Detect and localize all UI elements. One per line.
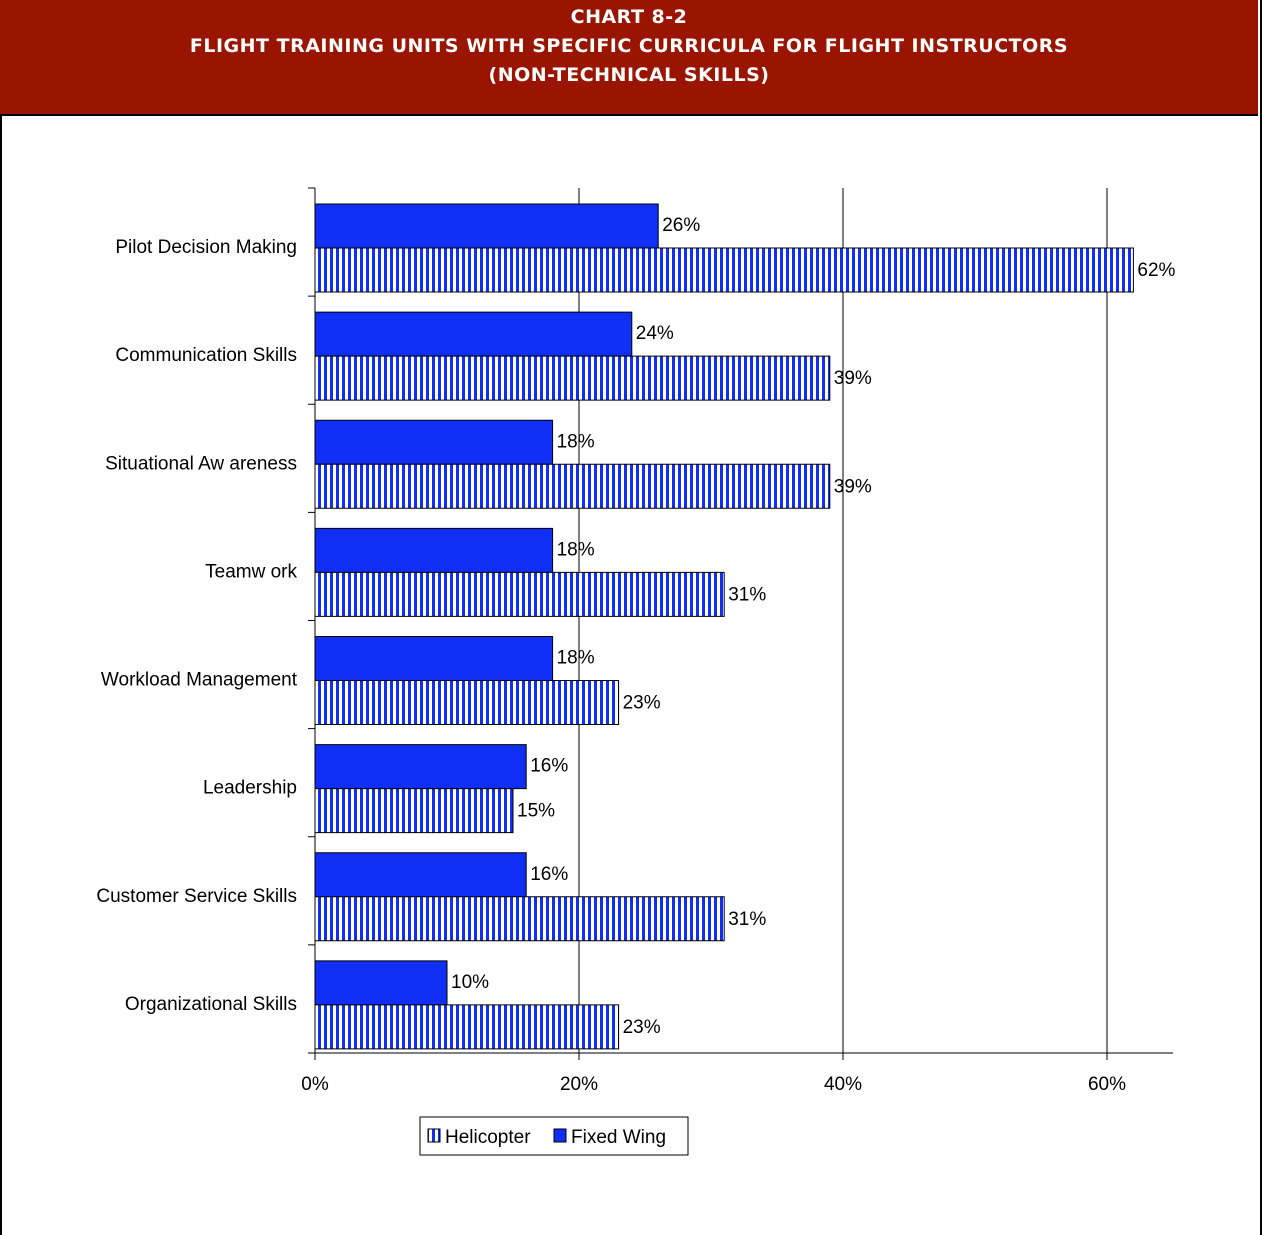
legend-label: Helicopter [445,1127,531,1148]
bar-fixed-wing [314,852,527,898]
category-label: Teamw ork [205,561,297,582]
data-label-fixed-wing: 10% [451,972,489,993]
data-label-fixed-wing: 16% [530,864,568,885]
bar-helicopter [314,571,725,617]
bar-helicopter [314,247,1134,293]
bar-helicopter [314,355,831,401]
bar-fixed-wing [314,960,448,1006]
legend: Helicopter Fixed Wing [419,1116,689,1156]
bar-helicopter [314,896,725,942]
bar-fixed-wing [314,527,554,573]
x-tick-label: 60% [1088,1074,1126,1095]
data-label-fixed-wing: 18% [557,431,595,452]
bar-helicopter [314,788,514,834]
data-label-fixed-wing: 26% [662,215,700,236]
chart-header: CHART 8-2 FLIGHT TRAINING UNITS WITH SPE… [0,0,1258,116]
category-label: Customer Service Skills [96,886,297,907]
category-label: Workload Management [101,670,298,691]
labels: Pilot Decision Making 26% 62% Communication… [96,215,1175,1038]
legend-swatch [553,1128,567,1143]
bar-fixed-wing [314,636,554,681]
data-label-helicopter: 62% [1137,260,1175,281]
data-label-helicopter: 31% [728,584,766,605]
bar-fixed-wing [314,311,633,357]
category-label: Organizational Skills [125,994,297,1015]
bar-helicopter [314,680,620,725]
category-label: Communication Skills [115,345,297,366]
bar-helicopter [314,1004,620,1050]
bar-helicopter [314,463,831,509]
legend-swatch [427,1128,441,1143]
bar-fixed-wing [314,419,554,465]
category-label: Situational Aw areness [105,453,297,474]
category-label: Pilot Decision Making [115,237,297,258]
chart-number: CHART 8-2 [570,6,688,28]
data-label-fixed-wing: 18% [557,648,595,669]
axes: 0% 20% 40% 60% [301,187,1173,1095]
x-tick-label: 20% [560,1074,598,1095]
data-label-helicopter: 23% [623,693,661,714]
legend-label: Fixed Wing [571,1127,666,1148]
data-label-helicopter: 39% [834,368,872,389]
bar-fixed-wing [314,744,527,790]
chart-title: FLIGHT TRAINING UNITS WITH SPECIFIC CURR… [189,35,1069,57]
x-tick-label: 0% [301,1074,329,1095]
data-label-fixed-wing: 18% [557,539,595,560]
data-label-fixed-wing: 16% [530,756,568,777]
data-label-helicopter: 39% [834,476,872,497]
category-label: Leadership [203,778,297,799]
data-label-fixed-wing: 24% [636,323,674,344]
bars [314,203,1134,1050]
x-tick-label: 40% [824,1074,862,1095]
data-label-helicopter: 15% [517,801,555,822]
data-label-helicopter: 23% [623,1017,661,1038]
chart-subtitle: (NON-TECHNICAL SKILLS) [488,64,770,86]
bar-fixed-wing [314,203,659,249]
data-label-helicopter: 31% [728,909,766,930]
